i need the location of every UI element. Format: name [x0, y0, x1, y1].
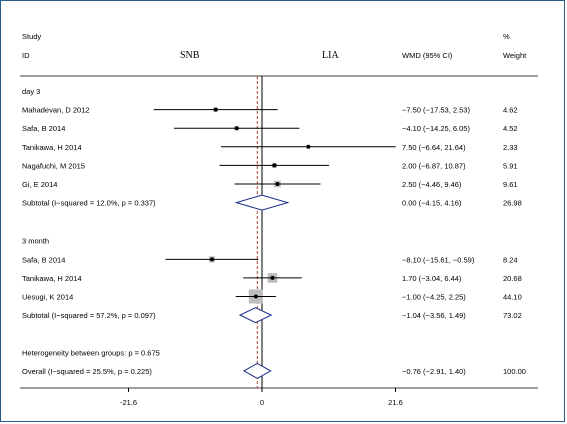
ci-value: −7.50 (−17.53, 2.53)	[402, 106, 470, 115]
group-label: day 3	[22, 87, 40, 96]
subtotal-diamond	[238, 307, 273, 324]
study-label: Safa, B 2014	[22, 124, 65, 133]
x-axis: -21.6 0 21.6	[120, 388, 403, 407]
group-label: 3 month	[22, 237, 49, 246]
point-estimate	[213, 107, 218, 112]
study-label: Safa, B 2014	[22, 255, 65, 264]
study-label: Mahadevan, D 2012	[22, 106, 90, 115]
weight-value: 8.24	[503, 255, 518, 264]
heterogeneity-label: Heterogeneity between groups: p = 0.675	[22, 348, 160, 357]
study-label: Nagafuchi, M 2015	[22, 161, 85, 170]
header-id: ID	[22, 51, 30, 60]
point-estimate	[209, 257, 214, 262]
point-estimate	[234, 126, 239, 131]
x-tick-label: 0	[260, 398, 264, 407]
overall-diamond	[242, 362, 272, 380]
point-estimate	[306, 144, 311, 149]
header-left-favors: SNB	[180, 50, 200, 61]
subtotal-label: Subtotal (I−squared = 12.0%, p = 0.337)	[22, 199, 156, 208]
ci-value: −1.00 (−4.25, 2.25)	[402, 293, 466, 302]
overall-label: Overall (I−squared = 25.5%, p = 0.225)	[22, 367, 152, 376]
subtotal-diamond	[234, 194, 290, 211]
weight-value: 44.10	[503, 293, 522, 302]
subtotal-weight: 73.02	[503, 311, 522, 320]
header-pct: %	[503, 32, 510, 41]
overall-weight: 100.00	[503, 367, 526, 376]
overall-ci: −0.76 (−2.91, 1.40)	[402, 367, 466, 376]
study-label: Tanikawa, H 2014	[22, 143, 82, 152]
ci-value: −4.10 (−14.25, 6.05)	[402, 124, 470, 133]
ci-value: 1.70 (−3.04, 6.44)	[402, 274, 462, 283]
point-estimate	[275, 182, 280, 186]
point-estimate	[253, 294, 258, 299]
header-effect: WMD (95% CI)	[402, 51, 453, 60]
x-tick-label: 21.6	[388, 398, 403, 407]
point-estimate	[272, 163, 277, 168]
header-right-favors: LIA	[322, 50, 339, 61]
weight-value: 4.52	[503, 124, 518, 133]
weight-value: 5.91	[503, 161, 518, 170]
weight-value: 4.62	[503, 106, 518, 115]
subtotal-label: Subtotal (I−squared = 57.2%, p = 0.097)	[22, 311, 156, 320]
x-tick-label: -21.6	[120, 398, 137, 407]
study-label: Uesugi, K 2014	[22, 293, 73, 302]
weight-value: 2.33	[503, 143, 518, 152]
ci-value: 2.50 (−4.46, 9.46)	[402, 180, 462, 189]
weight-value: 9.61	[503, 180, 518, 189]
ci-value: −8.10 (−15.61, −0.59)	[402, 255, 475, 264]
subtotal-weight: 26.98	[503, 199, 522, 208]
header-weight: Weight	[503, 51, 527, 60]
study-label: Tanikawa, H 2014	[22, 274, 82, 283]
weight-value: 20.68	[503, 274, 522, 283]
header-study: Study	[22, 32, 41, 41]
forest-rows: day 3 Mahadevan, D 2012 −7.50 (−17.53, 2.5…	[22, 76, 526, 388]
ci-value: 7.50 (−6.64, 21.64)	[402, 143, 466, 152]
study-label: Gi, E 2014	[22, 180, 57, 189]
ci-value: 2.00 (−6.87, 10.87)	[402, 161, 466, 170]
subtotal-ci: −1.04 (−3.56, 1.49)	[402, 311, 466, 320]
subtotal-ci: 0.00 (−4.15, 4.16)	[402, 199, 462, 208]
point-estimate	[270, 275, 275, 280]
